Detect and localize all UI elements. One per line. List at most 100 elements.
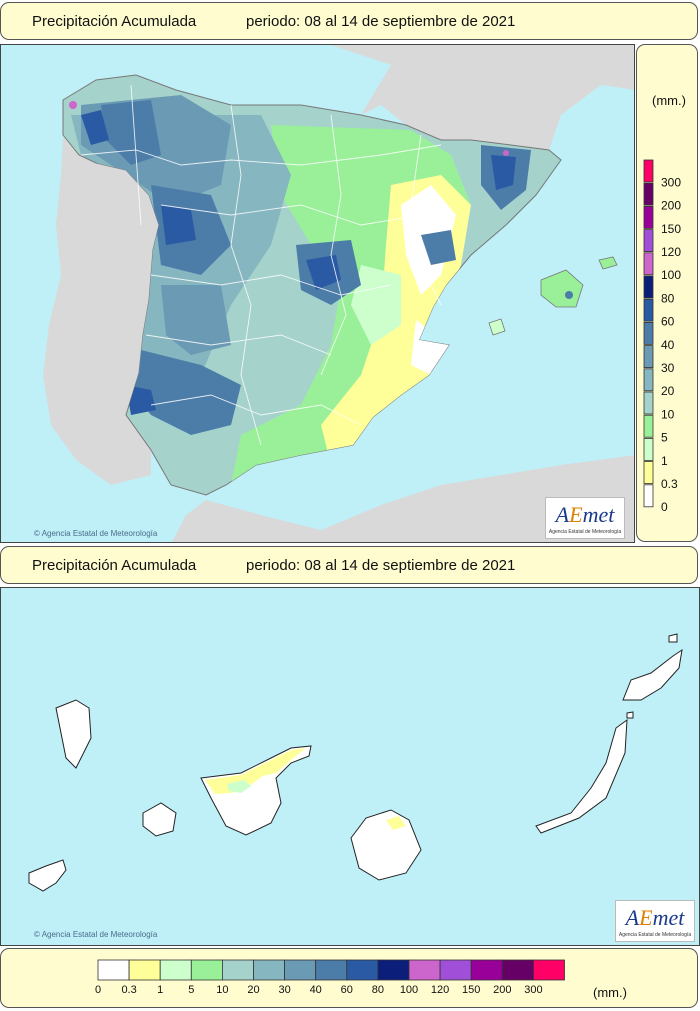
horizontal-legend-swatch [284,959,317,981]
vertical-legend-label: 200 [661,199,681,213]
tenerife-rain-1 [227,780,251,793]
horizontal-legend-swatch [159,959,192,981]
mallorca-island [540,269,584,308]
vertical-legend-label: 100 [661,268,681,282]
canarias-credit: © Agencia Estatal de Meteorología [34,930,158,939]
vertical-legend-swatch [643,391,654,415]
horizontal-legend-label: 150 [462,984,480,996]
horizontal-legend-swatch [408,959,441,981]
gran-canaria-rain-0-3 [386,816,406,830]
vertical-legend-swatch [643,182,654,206]
horizontal-legend-swatch [128,959,161,981]
vertical-legend-label: 150 [661,222,681,236]
peak-marker-galicia [69,101,77,109]
horizontal-legend-swatch [315,959,348,981]
horizontal-legend-swatch [346,959,379,981]
vertical-legend-swatch [643,461,654,485]
menorca-island [598,256,618,270]
vertical-legend-label: 300 [661,175,681,189]
horizontal-legend-label: 120 [431,984,449,996]
vertical-legend-swatch [643,252,654,276]
lobos-island [626,711,634,719]
horizontal-legend-swatch [439,959,472,981]
horizontal-legend-swatch [501,959,534,981]
vertical-legend-swatch [643,368,654,392]
vertical-legend-swatch [643,298,654,322]
horizontal-legend-scale: 0 0.3 1 5 10 20 30 40 60 80 100 120 150 200 300 [95,959,565,996]
la-gomera-island [142,802,177,837]
vertical-legend-swatch [643,229,654,253]
vertical-legend-label: 60 [661,315,675,329]
horizontal-legend-label: 300 [524,984,542,996]
copyright-icon: © [34,529,40,538]
horizontal-legend-label: 30 [278,984,290,996]
horizontal-legend-label: 5 [188,984,194,996]
france-land [331,45,634,150]
tenerife-island [200,745,312,836]
peninsula-credit: © Agencia Estatal de Meteorología [34,529,158,538]
vertical-legend-scale: 300 200 150 120 100 80 60 40 30 20 10 5 1 0.3 0 [643,159,681,514]
vertical-legend-unit: (mm.) [652,93,686,108]
horizontal-legend-label: 200 [493,984,511,996]
precipitation-field [71,95,531,485]
la-graciosa-island [668,633,678,643]
ibiza-island [488,318,506,336]
tenerife-rain-0-3 [205,748,306,794]
aemet-logo-subtitle: Agencia Estatal de Meteorología [548,529,622,535]
vertical-legend-label: 0.3 [661,477,678,491]
vertical-legend-label: 80 [661,291,675,305]
aemet-logo-text: AEmet [555,502,615,527]
canarias-aemet-logo: AEmet Agencia Estatal de Meteorología [615,900,695,942]
vertical-legend-swatch [643,484,654,508]
vertical-legend-label: 40 [661,338,675,352]
peninsula-map-canvas [43,45,634,542]
horizontal-legend-label: 100 [400,984,418,996]
vertical-legend-swatch [643,159,654,183]
horizontal-legend-swatch [470,959,503,981]
peninsula-title-bar: Precipitación Acumulada periodo: 08 al 1… [0,2,698,40]
peninsula-aemet-logo: AEmet Agencia Estatal de Meteorología [545,497,625,539]
horizontal-legend-label: 0 [95,984,101,996]
horizontal-legend-label: 80 [372,984,384,996]
fuerteventura-island [535,718,628,834]
vertical-legend-swatch [643,205,654,229]
el-hierro-island [28,859,67,892]
vertical-legend-swatch [643,414,654,438]
vertical-legend-label: 5 [661,431,668,445]
horizontal-legend-label: 60 [341,984,353,996]
horizontal-legend-label: 20 [247,984,259,996]
vertical-legend-swatch [643,345,654,369]
horizontal-legend-swatch [377,959,410,981]
africa-land [172,455,634,542]
vertical-legend-swatch [643,437,654,461]
canarias-title: Precipitación Acumulada [32,557,197,574]
gran-canaria-island [350,809,422,881]
horizontal-legend-label: 10 [216,984,228,996]
mallorca-rain-core [565,291,573,299]
aemet-logo-subtitle: Agencia Estatal de Meteorología [618,932,692,938]
vertical-legend-swatch [643,321,654,345]
horizontal-legend-label: 1 [157,984,163,996]
region-borders [80,84,442,446]
vertical-legend-swatch [643,275,654,299]
horizontal-legend-label: 0.3 [121,984,136,996]
horizontal-legend-swatch [533,959,565,981]
horizontal-legend-swatch [221,959,254,981]
vertical-legend-label: 0 [661,500,668,514]
canarias-map: © Agencia Estatal de Meteorología AEmet … [0,587,700,946]
copyright-icon: © [34,930,40,939]
vertical-legend-label: 20 [661,384,675,398]
canarias-map-canvas [28,633,683,892]
peak-marker-catalonia [503,150,509,156]
canarias-title-bar: Precipitación Acumulada periodo: 08 al 1… [0,546,698,584]
portugal-land [43,137,159,485]
vertical-legend-label: 30 [661,361,675,375]
la-palma-island [55,699,92,769]
peninsula-period: periodo: 08 al 14 de septiembre de 2021 [246,13,516,30]
vertical-legend-label: 120 [661,245,681,259]
vertical-legend-label: 1 [661,454,668,468]
horizontal-legend-swatch [97,959,130,981]
vertical-legend-label: 10 [661,407,675,421]
horizontal-legend-swatch [253,959,286,981]
peninsula-title: Precipitación Acumulada [32,13,197,30]
